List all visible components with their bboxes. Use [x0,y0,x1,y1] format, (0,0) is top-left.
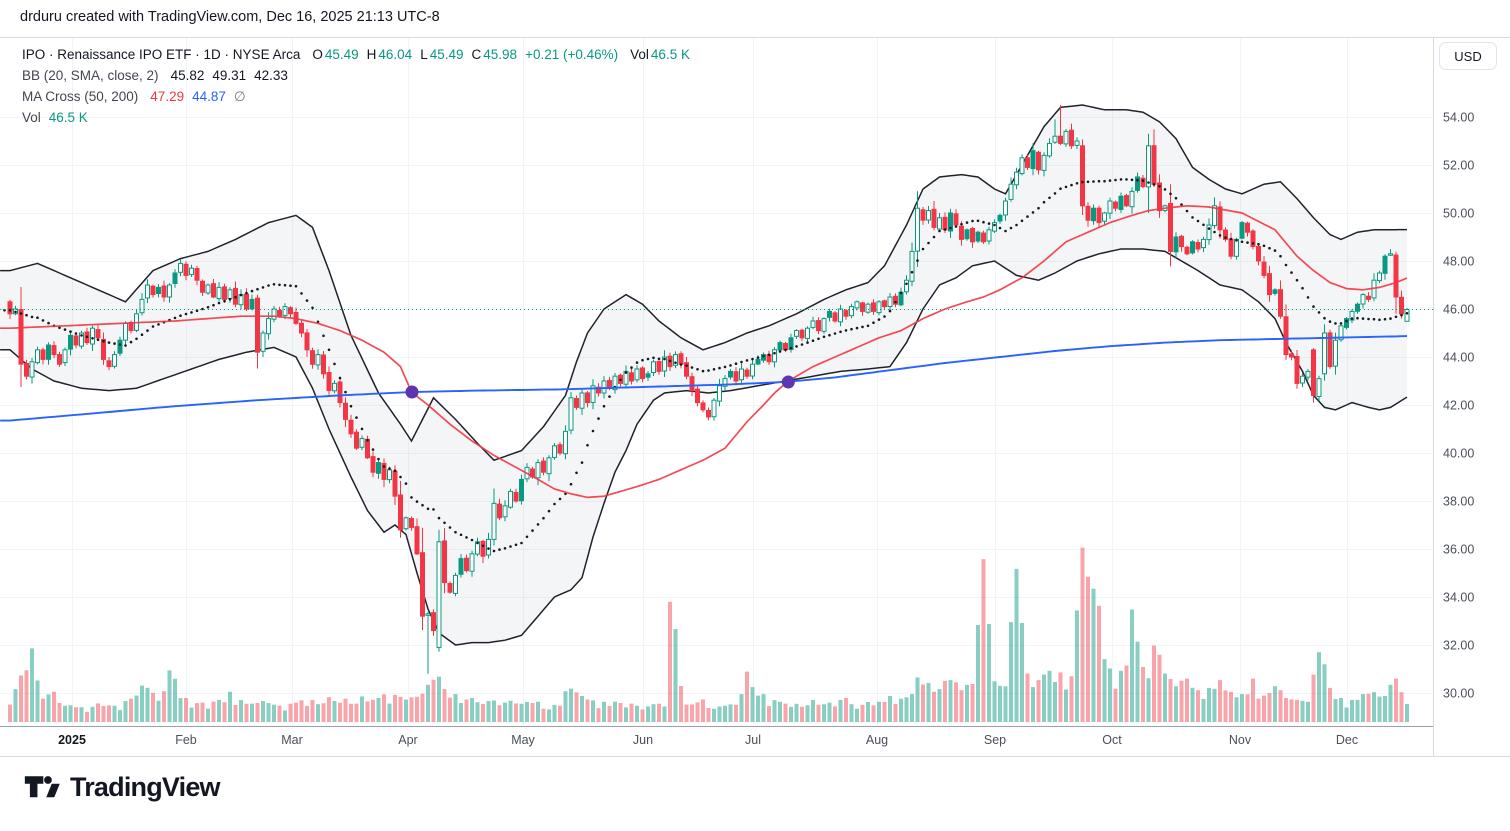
bb-title: BB (20, SMA, close, 2) [22,68,159,83]
candles [7,105,1410,674]
price-axis[interactable]: 54.00 52.00 50.00 48.00 46.00 44.00 42.00 40.00… [1443,111,1474,701]
vol-row-value: 46.5 K [48,110,88,125]
bollinger-bands [0,104,1408,646]
price-axis-label: 38.00 [1443,495,1474,509]
legend-macross-row[interactable]: MA Cross (50, 200) 47.29 44.87 ∅ [22,86,690,107]
bb-upper-value: 49.31 [212,68,247,83]
volume-label: Vol [630,47,649,62]
empty-set-icon: ∅ [233,89,246,104]
price-axis-label: 54.00 [1443,111,1474,125]
close-label: C [471,47,482,62]
low-value: 45.49 [429,47,464,62]
volume-value: 46.5 K [650,47,690,62]
low-label: L [420,47,428,62]
ma200-line [0,335,1408,422]
time-axis-label: Mar [281,733,303,747]
bb-basis-dots [3,178,1409,553]
time-axis-label: Oct [1102,733,1122,747]
price-axis-label: 42.00 [1443,399,1474,413]
pane-borders [0,37,1510,757]
bb-basis-value: 45.82 [170,68,205,83]
price-axis-label: 46.00 [1443,303,1474,317]
price-axis-label: 32.00 [1443,639,1474,653]
macross-title: MA Cross (50, 200) [22,89,139,104]
time-axis-label: Jul [745,733,761,747]
price-axis-label: 50.00 [1443,207,1474,221]
ma50-line [0,204,1408,499]
time-axis[interactable]: 2025 Feb Mar Apr May Jun Jul Aug Sep Oct Nov Dec [58,733,1358,747]
time-axis-label: 2025 [58,733,86,747]
ma-cross-marker [781,375,795,389]
brand-name[interactable]: TradingView [70,772,221,802]
volume-bars [8,547,1409,722]
time-axis-label: Nov [1229,733,1252,747]
open-label: O [312,47,323,62]
time-axis-label: May [511,733,535,747]
symbol-title: IPO · Renaissance IPO ETF · 1D · NYSE Ar… [22,47,301,62]
price-axis-label: 40.00 [1443,447,1474,461]
bb-lower-value: 42.33 [254,68,288,83]
legend-symbol-row[interactable]: IPO · Renaissance IPO ETF · 1D · NYSE Ar… [22,44,690,65]
attribution-text: drduru created with TradingView.com, Dec… [20,9,440,25]
time-axis-label: Dec [1336,733,1358,747]
price-axis-label: 30.00 [1443,687,1474,701]
price-axis-label: 44.00 [1443,351,1474,365]
price-axis-label: 48.00 [1443,255,1474,269]
time-axis-label: Feb [175,733,197,747]
time-axis-label: Aug [866,733,888,747]
legend-vol-row[interactable]: Vol 46.5 K [22,107,690,128]
ma50-value: 47.29 [150,89,185,104]
attribution-bar: drduru created with TradingView.com, Dec… [0,0,1510,37]
footer: TradingView [24,772,221,803]
time-axis-label: Jun [633,733,653,747]
tradingview-logo-icon[interactable] [24,773,61,803]
bollinger-fill [0,105,1408,645]
price-axis-label: 36.00 [1443,543,1474,557]
time-axis-label: Apr [398,733,417,747]
currency-button[interactable]: USD [1439,42,1497,70]
ma200-value: 44.87 [192,89,226,104]
high-value: 46.04 [378,47,413,62]
grid [0,38,1433,726]
change-value: +0.21 (+0.46%) [525,47,619,62]
vol-row-title: Vol [22,110,41,125]
legend: IPO · Renaissance IPO ETF · 1D · NYSE Ar… [22,44,690,128]
legend-bb-row[interactable]: BB (20, SMA, close, 2) 45.82 49.31 42.33 [22,65,690,86]
high-label: H [366,47,377,62]
currency-label: USD [1454,48,1482,64]
time-axis-label: Sep [984,733,1006,747]
price-axis-label: 34.00 [1443,591,1474,605]
open-value: 45.49 [324,47,359,62]
price-axis-label: 52.00 [1443,159,1474,173]
close-value: 45.98 [483,47,518,62]
ma-cross-marker [405,385,419,399]
